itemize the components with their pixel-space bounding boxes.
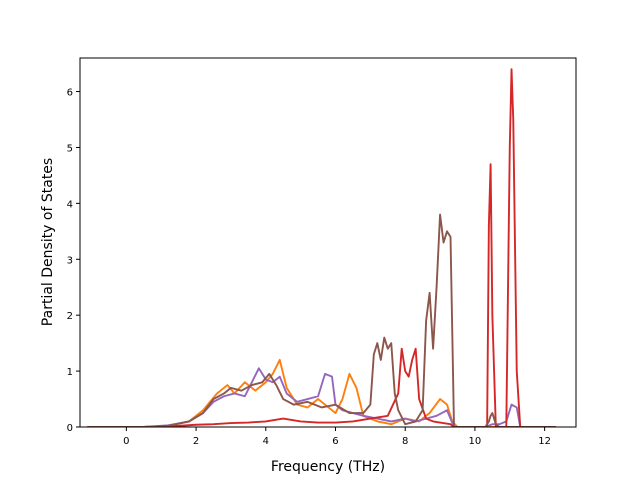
y-tick-label: 5: [67, 143, 73, 154]
series-line-2: [87, 367, 557, 427]
y-tick-label: 2: [67, 311, 73, 322]
y-tick-label: 1: [67, 367, 73, 378]
y-axis-title: Partial Density of States: [40, 158, 56, 326]
series-layer: [87, 68, 557, 427]
x-tick-label: 0: [123, 436, 129, 447]
series-line-3: [87, 68, 557, 427]
x-tick-label: 8: [402, 436, 408, 447]
x-tick-label: 4: [263, 436, 269, 447]
series-line-1: [87, 358, 557, 427]
x-axis-title: Frequency (THz): [271, 459, 385, 475]
x-tick-label: 12: [538, 436, 551, 447]
y-tick-label: 3: [67, 255, 73, 266]
y-axis: 0 1 2 3 4 5 6: [67, 88, 80, 434]
series-line-4: [87, 213, 557, 427]
x-tick-label: 6: [332, 436, 338, 447]
y-tick-label: 0: [67, 423, 73, 434]
y-tick-label: 4: [67, 199, 73, 210]
x-tick-label: 10: [469, 436, 482, 447]
x-tick-label: 2: [193, 436, 199, 447]
plot-frame: [79, 57, 577, 428]
y-tick-label: 6: [67, 88, 73, 99]
x-axis: 0 2 4 6 8 10 12: [123, 427, 551, 447]
